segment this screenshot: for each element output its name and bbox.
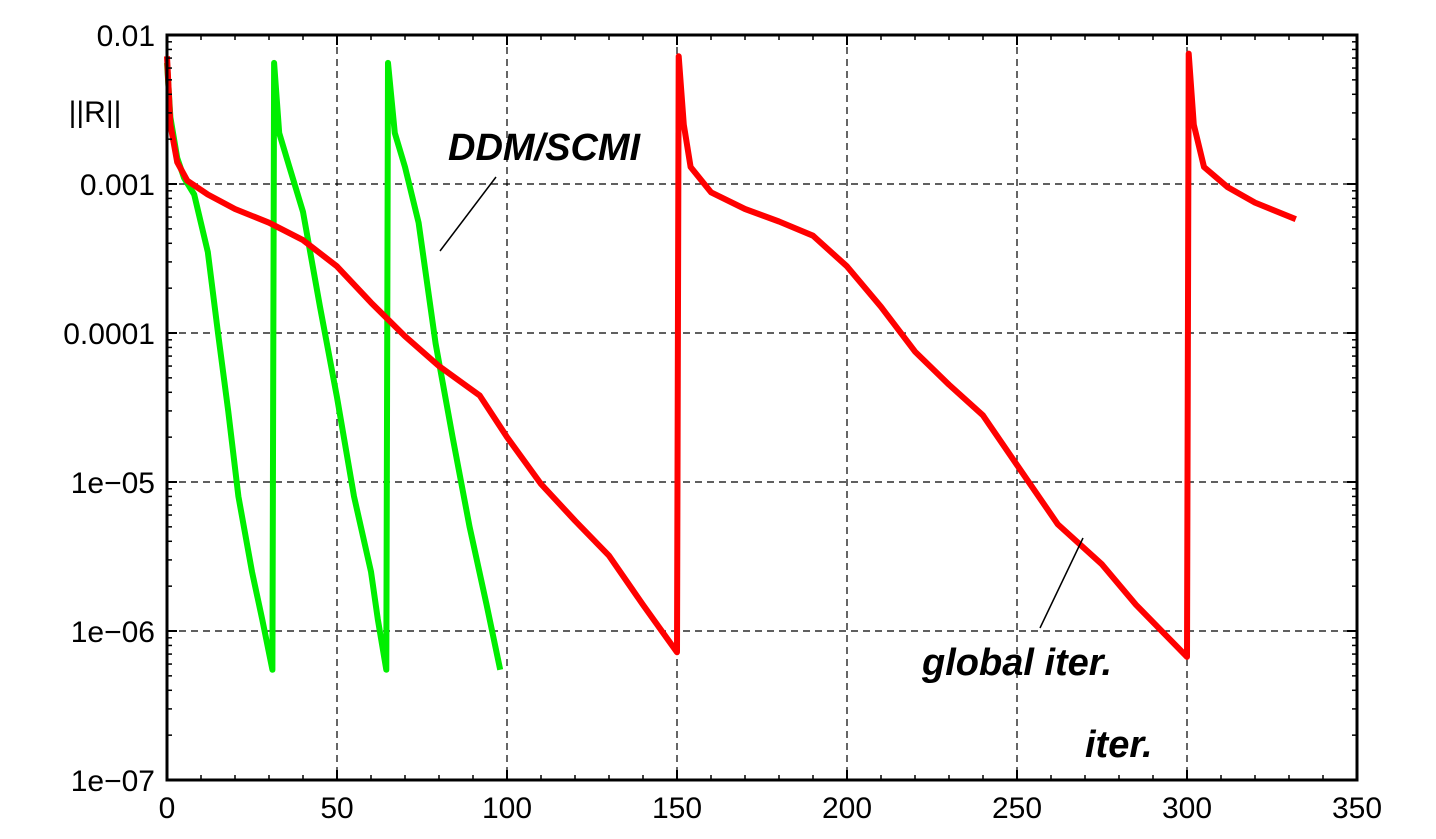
annotation-iter: iter. — [1085, 724, 1153, 766]
x-tick-labels: 0 50 100 150 200 250 300 350 — [159, 792, 1382, 825]
y-tick-label: 1e−07 — [71, 765, 155, 798]
y-tick-label: 0.01 — [97, 20, 155, 53]
y-tick-labels: 0.01 0.001 0.0001 1e−05 1e−06 1e−07 — [63, 20, 155, 798]
series-line-1 — [164, 50, 1297, 660]
y-tick-label: 1e−05 — [71, 467, 155, 500]
x-tick-label: 100 — [482, 792, 532, 825]
x-tick-label: 350 — [1332, 792, 1382, 825]
x-tick-label: 200 — [822, 792, 872, 825]
x-tick-label: 50 — [320, 792, 353, 825]
x-tick-label: 150 — [652, 792, 702, 825]
annotation-global-iter: global iter. — [921, 642, 1112, 684]
tick-marks — [166, 34, 1358, 781]
grid-lines — [167, 35, 1357, 780]
plot-frame — [165, 33, 1359, 782]
x-tick-label: 0 — [159, 792, 176, 825]
x-tick-label: 300 — [1162, 792, 1212, 825]
series-group — [164, 50, 1297, 673]
annotation-ddm-scmi: DDM/SCMI — [448, 127, 642, 169]
x-tick-label: 250 — [992, 792, 1042, 825]
y-axis-label: ||R|| — [69, 96, 122, 129]
y-tick-label: 0.001 — [80, 169, 155, 202]
global-iter-leader-line — [1039, 537, 1084, 629]
series-line-0 — [164, 59, 504, 673]
ddm-scmi-leader-line — [439, 176, 497, 252]
y-tick-label: 0.0001 — [63, 318, 155, 351]
y-tick-label: 1e−06 — [71, 616, 155, 649]
